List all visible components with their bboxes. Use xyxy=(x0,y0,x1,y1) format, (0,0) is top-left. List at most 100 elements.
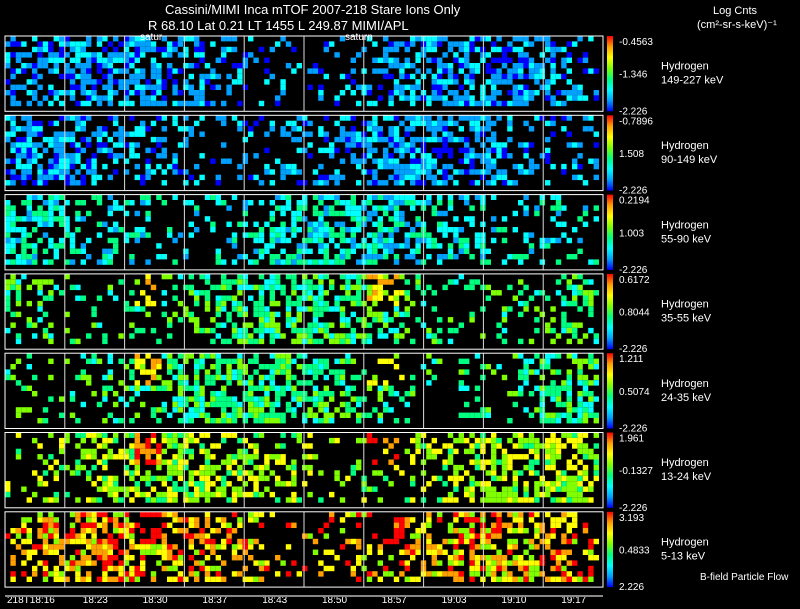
heatmap-cell xyxy=(453,571,459,577)
heatmap-cell xyxy=(275,327,281,334)
heatmap-cell xyxy=(183,100,189,107)
heatmap-cell xyxy=(80,136,86,143)
heatmap-cell xyxy=(404,163,410,170)
heatmap-cell xyxy=(48,358,54,364)
heatmap-cell xyxy=(53,158,59,164)
heatmap-cell xyxy=(269,46,275,53)
heatmap-cell xyxy=(572,432,578,438)
heatmap-cell xyxy=(345,322,351,328)
heatmap-cell xyxy=(512,163,518,170)
heatmap-cell xyxy=(377,544,383,550)
heatmap-cell xyxy=(199,46,205,53)
heatmap-cell xyxy=(566,491,572,498)
heatmap-cell xyxy=(150,57,157,63)
heatmap-cell xyxy=(356,555,362,561)
heatmap-cell xyxy=(118,571,124,577)
heatmap-cell xyxy=(269,374,275,381)
heatmap-cell xyxy=(134,300,140,307)
heatmap-cell xyxy=(469,284,475,291)
heatmap-cell xyxy=(53,163,59,170)
heatmap-cell xyxy=(188,353,194,359)
heatmap-cell xyxy=(64,576,70,582)
heatmap-cell xyxy=(534,73,540,80)
heatmap-cell xyxy=(469,549,475,555)
heatmap-cell xyxy=(161,549,167,555)
heatmap-cell xyxy=(59,36,65,42)
heatmap-cell xyxy=(140,95,146,101)
heatmap-cell xyxy=(469,432,475,438)
heatmap-cell xyxy=(280,369,286,375)
heatmap-cell xyxy=(572,560,578,566)
heatmap-cell xyxy=(496,322,502,328)
heatmap-cell xyxy=(172,374,178,381)
heatmap-cell xyxy=(91,391,97,397)
heatmap-cell xyxy=(399,522,405,528)
heatmap-cell xyxy=(507,254,513,260)
heatmap-cell xyxy=(372,205,378,211)
heatmap-cell xyxy=(383,385,389,391)
heatmap-cell xyxy=(258,284,265,291)
heatmap-cell xyxy=(410,549,416,555)
heatmap-cell xyxy=(53,565,59,572)
heatmap-cell xyxy=(167,443,173,449)
heatmap-cell xyxy=(550,95,556,101)
heatmap-cell xyxy=(242,322,248,328)
heatmap-cell xyxy=(107,565,113,572)
heatmap-cell xyxy=(42,169,49,175)
heatmap-cell xyxy=(318,295,324,301)
heatmap-cell xyxy=(215,374,221,381)
heatmap-cell xyxy=(69,163,76,170)
heatmap-cell xyxy=(566,338,572,345)
heatmap-cell xyxy=(566,538,572,545)
heatmap-cell xyxy=(350,216,356,222)
heatmap-cell xyxy=(86,333,92,339)
heatmap-cell xyxy=(323,322,329,328)
heatmap-cell xyxy=(464,79,470,85)
heatmap-cell xyxy=(172,79,178,85)
heatmap-cell xyxy=(140,120,146,127)
heatmap-cell xyxy=(199,475,205,482)
heatmap-cell xyxy=(280,169,286,175)
heatmap-cell xyxy=(458,358,464,364)
heatmap-cell xyxy=(161,290,167,296)
heatmap-cell xyxy=(593,142,599,148)
heatmap-cell xyxy=(258,364,265,370)
heatmap-cell xyxy=(577,306,583,312)
heatmap-cell xyxy=(404,237,410,244)
heatmap-cell xyxy=(442,100,448,107)
heatmap-cell xyxy=(10,248,16,254)
heatmap-cell xyxy=(491,41,497,47)
heatmap-cell xyxy=(26,243,32,249)
heatmap-cell xyxy=(242,544,248,550)
heatmap-cell xyxy=(491,131,497,137)
heatmap-cell xyxy=(53,52,59,58)
heatmap-cell xyxy=(123,432,130,438)
heatmap-cell xyxy=(350,464,356,471)
heatmap-cell xyxy=(339,131,346,137)
heatmap-cell xyxy=(442,52,448,58)
heatmap-cell xyxy=(5,486,11,492)
heatmap-cell xyxy=(453,180,459,186)
heatmap-cell xyxy=(377,317,383,323)
heatmap-cell xyxy=(366,100,373,107)
heatmap-cell xyxy=(210,317,216,323)
heatmap-cell xyxy=(404,522,410,528)
heatmap-cell xyxy=(588,300,594,307)
heatmap-cell xyxy=(48,533,54,539)
heatmap-cell xyxy=(161,36,167,42)
heatmap-cell xyxy=(102,254,108,260)
heatmap-cell xyxy=(291,169,297,175)
heatmap-cell xyxy=(188,284,194,291)
heatmap-cell xyxy=(307,120,313,127)
heatmap-cell xyxy=(237,120,243,127)
heatmap-cell xyxy=(464,538,470,545)
heatmap-cell xyxy=(426,237,432,244)
heatmap-cell xyxy=(415,120,421,127)
heatmap-cell xyxy=(329,549,335,555)
heatmap-cell xyxy=(437,95,443,101)
heatmap-cell xyxy=(329,259,335,265)
heatmap-cell xyxy=(491,459,497,465)
heatmap-cell xyxy=(269,232,275,238)
heatmap-cell xyxy=(42,232,49,238)
heatmap-cell xyxy=(566,90,572,96)
